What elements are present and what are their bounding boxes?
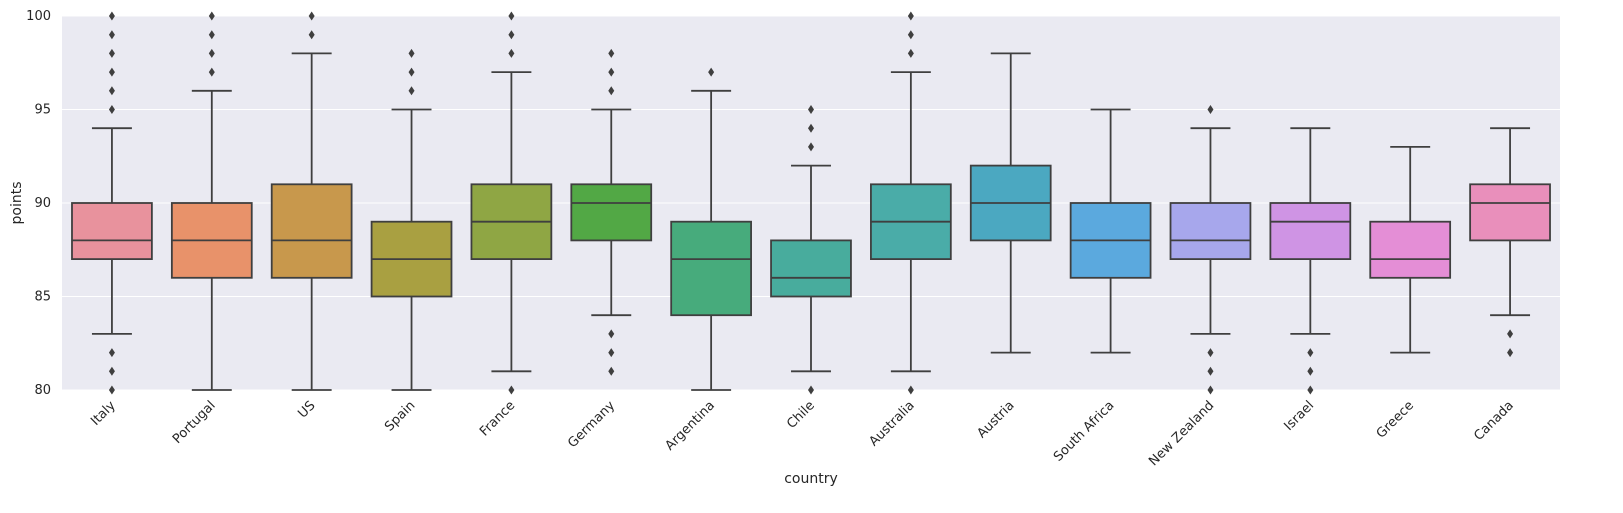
- box-chile: [770, 105, 852, 395]
- outlier-point: [108, 48, 115, 58]
- x-tick-label: US: [295, 398, 318, 421]
- iqr-box: [1369, 220, 1452, 279]
- box-spain: [370, 48, 453, 391]
- iqr-box: [670, 220, 752, 317]
- outlier-point: [308, 11, 315, 21]
- outlier-point: [1207, 105, 1214, 114]
- box-portugal: [170, 11, 253, 391]
- box-us: [270, 11, 353, 391]
- outlier-point: [907, 11, 914, 21]
- x-tick-label: Austria: [974, 398, 1017, 441]
- outlier-point: [108, 385, 115, 395]
- box-argentina: [670, 67, 752, 391]
- outlier-point: [108, 348, 115, 358]
- x-tick-label: Israel: [1281, 398, 1317, 434]
- y-tick-labels: 80 85 90 95 100: [26, 9, 51, 398]
- outlier-point: [808, 385, 814, 395]
- outlier-point: [907, 48, 914, 58]
- outlier-point: [308, 30, 315, 40]
- outlier-point: [408, 67, 415, 77]
- box-australia: [870, 11, 952, 395]
- x-tick-labels: Italy Portugal US Spain France Germany Argenti…: [88, 398, 1517, 469]
- x-axis-title: country: [784, 471, 838, 487]
- x-tick-label: Germany: [565, 398, 618, 451]
- outlier-point: [1507, 348, 1514, 358]
- box-austria: [969, 52, 1052, 354]
- x-tick-label: France: [477, 398, 518, 439]
- outlier-point: [1207, 348, 1214, 358]
- box-france: [470, 11, 553, 395]
- y-tick-label: 95: [34, 103, 51, 118]
- outlier-point: [508, 385, 515, 395]
- box-israel: [1269, 127, 1352, 395]
- outlier-point: [208, 48, 215, 58]
- x-tick-label: Spain: [382, 398, 418, 434]
- outlier-point: [1207, 385, 1214, 395]
- box-new-zealand: [1169, 105, 1252, 395]
- x-tick-label: Chile: [784, 398, 818, 432]
- x-tick-label: Italy: [88, 398, 119, 429]
- outlier-point: [608, 48, 615, 58]
- x-tick-label: South Africa: [1051, 398, 1117, 464]
- outlier-point: [1307, 385, 1314, 395]
- outlier-point: [208, 11, 215, 21]
- box-germany: [570, 48, 653, 376]
- iqr-box: [770, 239, 852, 298]
- outlier-point: [108, 105, 115, 114]
- y-axis-title: points: [9, 182, 25, 225]
- outlier-point: [708, 67, 715, 77]
- outlier-point: [608, 329, 615, 339]
- x-tick-label: Australia: [866, 398, 917, 449]
- iqr-box: [270, 183, 353, 279]
- x-tick-label: Portugal: [170, 398, 219, 447]
- y-tick-label: 80: [34, 383, 51, 398]
- box-canada: [1469, 127, 1551, 358]
- outlier-point: [907, 385, 914, 395]
- outlier-point: [808, 123, 814, 133]
- x-tick-label: Greece: [1374, 398, 1417, 441]
- iqr-box: [1169, 202, 1252, 260]
- outlier-point: [508, 30, 515, 40]
- x-tick-label: Canada: [1471, 398, 1517, 444]
- outlier-point: [508, 11, 515, 21]
- outlier-point: [608, 67, 615, 77]
- outlier-point: [108, 86, 115, 96]
- outlier-point: [608, 366, 615, 376]
- outlier-point: [108, 11, 115, 21]
- x-tick-label: Argentina: [663, 398, 718, 453]
- outlier-point: [508, 48, 515, 58]
- outlier-point: [1507, 329, 1514, 339]
- iqr-box: [1469, 183, 1551, 242]
- outlier-point: [608, 86, 615, 96]
- outlier-point: [1307, 348, 1314, 358]
- outlier-point: [808, 105, 814, 114]
- iqr-box: [570, 183, 653, 242]
- box-greece: [1369, 145, 1452, 354]
- outlier-point: [108, 30, 115, 40]
- outlier-point: [808, 142, 814, 152]
- outlier-point: [1307, 366, 1314, 376]
- box-italy: [71, 11, 153, 395]
- box-south-africa: [1069, 108, 1152, 354]
- outlier-point: [907, 30, 914, 40]
- iqr-box: [1269, 202, 1352, 260]
- iqr-box: [71, 202, 153, 260]
- outlier-point: [1207, 366, 1214, 376]
- x-tick-label: New Zealand: [1146, 398, 1217, 469]
- y-tick-label: 90: [34, 196, 51, 211]
- outlier-point: [208, 67, 215, 77]
- outlier-point: [108, 366, 115, 376]
- y-tick-label: 85: [34, 290, 51, 305]
- box-group: [71, 11, 1551, 395]
- outlier-point: [408, 48, 415, 58]
- outlier-point: [608, 348, 615, 358]
- outlier-point: [208, 30, 215, 40]
- outlier-point: [108, 67, 115, 77]
- outlier-point: [408, 86, 415, 96]
- y-tick-label: 100: [26, 9, 51, 24]
